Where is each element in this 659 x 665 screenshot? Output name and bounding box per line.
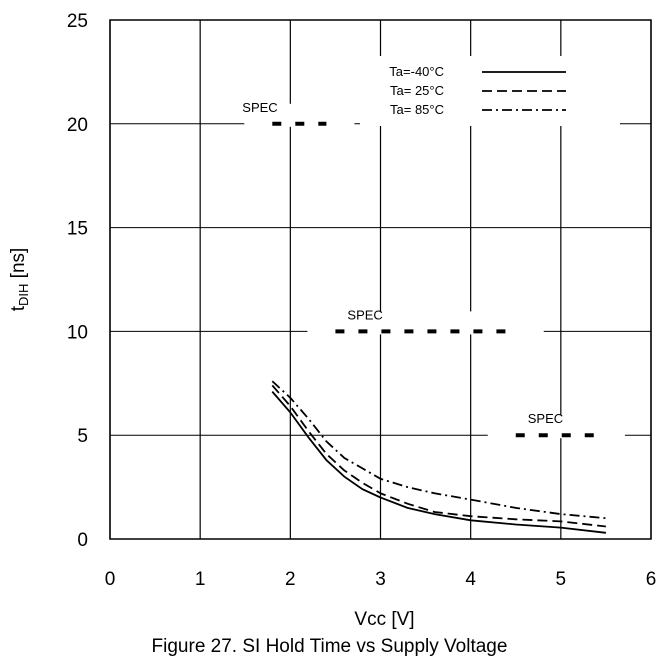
- y-axis-label-subscript: DIH: [16, 284, 31, 306]
- legend-label: Ta= 25°C: [390, 83, 444, 98]
- figure-caption: Figure 27. SI Hold Time vs Supply Voltag…: [151, 636, 508, 657]
- series-lines: [271, 380, 607, 534]
- x-tick-label: 6: [646, 569, 657, 590]
- series-line: [271, 391, 607, 534]
- spec-label-bg: [487, 415, 625, 438]
- y-axis-label: tDIH [ns]: [8, 248, 31, 312]
- plot-area: [109, 19, 652, 540]
- x-tick-label: 4: [465, 569, 476, 590]
- series-line: [271, 384, 607, 528]
- spec-label: SPEC: [528, 411, 563, 426]
- y-tick-labels: 0 5 10 15 20 25: [67, 11, 88, 551]
- y-tick-label: 10: [67, 322, 88, 343]
- spec-label-bg: [244, 103, 355, 126]
- y-tick-label: 20: [67, 115, 88, 136]
- x-tick-label: 0: [105, 569, 116, 590]
- legend-label: Ta= 85°C: [390, 102, 444, 117]
- y-tick-label: 15: [67, 219, 88, 240]
- x-tick-labels: 0 1 2 3 4 5 6: [105, 569, 657, 590]
- series-line: [271, 380, 606, 520]
- x-tick-label: 1: [195, 569, 206, 590]
- legend: Ta=-40°C Ta= 25°C Ta= 85°C: [360, 56, 620, 126]
- legend-label: Ta=-40°C: [389, 64, 444, 79]
- y-tick-label: 5: [77, 426, 88, 447]
- x-tick-label: 5: [556, 569, 567, 590]
- spec-line-bg: [509, 432, 603, 439]
- x-tick-label: 3: [375, 569, 386, 590]
- spec-label-bg: [307, 311, 544, 334]
- y-tick-label: 25: [67, 11, 88, 32]
- y-axis-label-main: t: [8, 305, 29, 311]
- spec-line-bg: [329, 328, 522, 335]
- x-axis-label: Vcc [V]: [354, 609, 414, 630]
- spec-lines: SPEC SPEC SPEC: [242, 100, 625, 439]
- spec-label: SPEC: [347, 307, 382, 322]
- spec-label: SPEC: [242, 100, 277, 115]
- hold-time-chart: SPEC SPEC SPEC 0 1 2 3 4 5 6 0 5 10 15 20 25 Ta=-40°C…: [8, 11, 657, 630]
- y-axis-label-unit: [ns]: [8, 248, 29, 284]
- y-tick-label: 0: [77, 530, 88, 551]
- x-tick-label: 2: [285, 569, 296, 590]
